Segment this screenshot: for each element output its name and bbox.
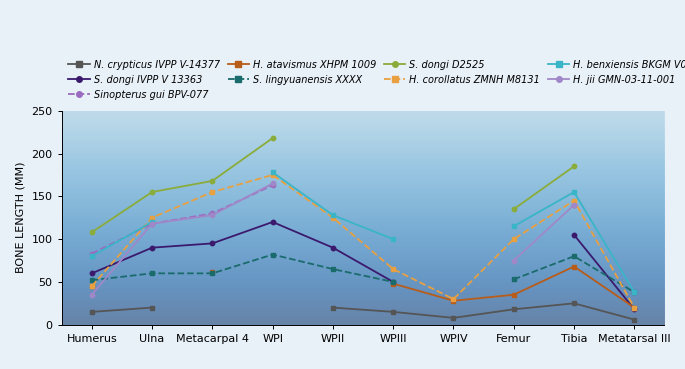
- Legend: N. crypticus IVPP V-14377, S. dongi IVPP V 13363, Sinopterus gui BPV-077, H. ata: N. crypticus IVPP V-14377, S. dongi IVPP…: [66, 58, 685, 101]
- Y-axis label: BONE LENGTH (MM): BONE LENGTH (MM): [16, 162, 26, 273]
